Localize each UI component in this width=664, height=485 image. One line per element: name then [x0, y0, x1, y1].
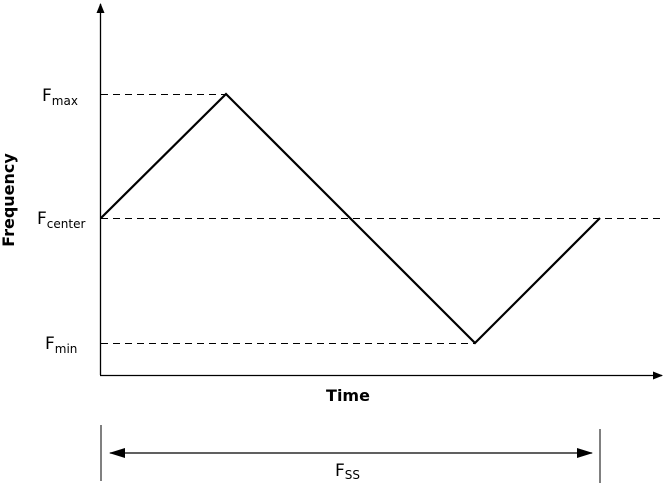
fmax-label: Fmax: [42, 86, 78, 108]
frequency-waveform: [100, 92, 601, 345]
x-axis-label: Time: [326, 386, 370, 405]
fss-label: FSS: [335, 461, 360, 482]
fmin-label: Fmin: [45, 334, 77, 356]
fcenter-label: Fcenter: [37, 209, 85, 231]
y-axis-label: Frequency: [0, 153, 18, 247]
